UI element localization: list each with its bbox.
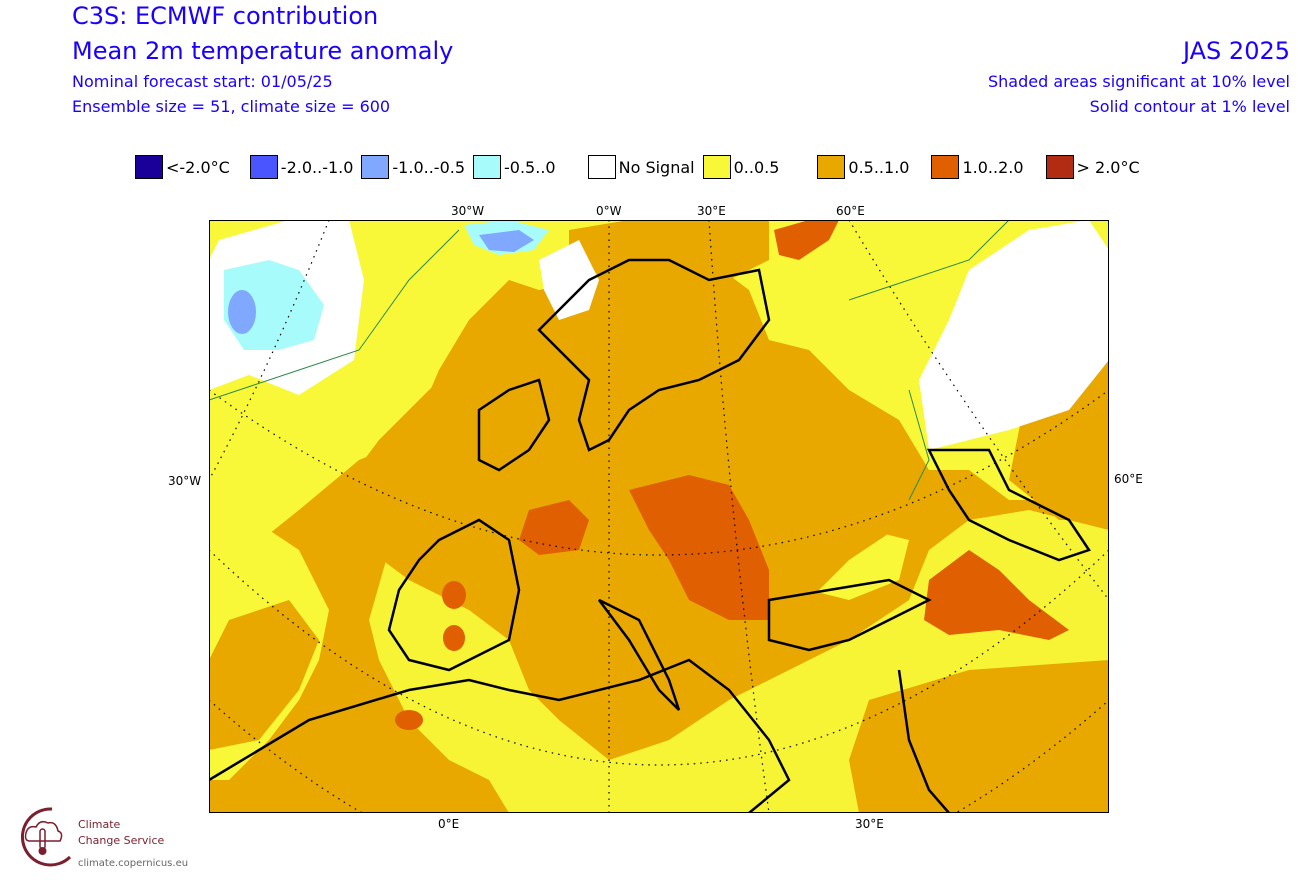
legend-item: 0.5..1.0 — [817, 155, 909, 179]
ensemble-size: Ensemble size = 51, climate size = 600 — [72, 97, 391, 116]
no-signal-regions — [209, 220, 1109, 450]
legend-item: 1.0..2.0 — [931, 155, 1024, 179]
lat-label-left: 30°W — [168, 474, 202, 488]
legend-label: 0..0.5 — [733, 157, 780, 177]
legend-label: 0.5..1.0 — [848, 157, 910, 177]
forecast-start: Nominal forecast start: 01/05/25 — [72, 72, 333, 91]
anomaly-map — [209, 220, 1109, 813]
coastlines — [209, 258, 1091, 813]
period: JAS 2025 — [1182, 37, 1290, 65]
graticule — [209, 220, 1109, 813]
lon-label-top: 60°E — [836, 204, 865, 218]
legend-label: > 2.0°C — [1076, 157, 1140, 177]
contour-note: Solid contour at 1% level — [1089, 97, 1290, 116]
legend-item: No Signal — [587, 155, 695, 179]
lon-label-top: 30°E — [697, 204, 726, 218]
legend-label: No Signal — [618, 157, 695, 177]
lon-label-top: 30°W — [451, 204, 485, 218]
legend: <-2.0°C -2.0..-1.0 -1.0..-0.5 -0.5..0 No… — [135, 155, 1148, 179]
legend-swatch — [817, 155, 846, 179]
logo-line1: Climate — [78, 818, 121, 831]
legend-swatch — [473, 155, 502, 179]
legend-swatch — [702, 155, 731, 179]
legend-swatch — [931, 155, 960, 179]
logo-line2: Change Service — [78, 834, 165, 847]
legend-label: -0.5..0 — [504, 157, 556, 177]
legend-label: <-2.0°C — [166, 157, 230, 177]
legend-item: 0..0.5 — [702, 155, 780, 179]
legend-label: 1.0..2.0 — [962, 157, 1024, 177]
legend-swatch — [135, 155, 163, 179]
lat-label-right: 60°E — [1114, 472, 1143, 486]
legend-label: -2.0..-1.0 — [280, 157, 354, 177]
lon-label-bottom: 30°E — [855, 817, 884, 831]
legend-swatch — [1045, 155, 1074, 179]
legend-item: -1.0..-0.5 — [361, 155, 465, 179]
lon-label-top: 0°W — [596, 204, 622, 218]
legend-label: -1.0..-0.5 — [392, 157, 466, 177]
legend-item: <-2.0°C — [135, 155, 230, 179]
shaded-note: Shaded areas significant at 10% level — [987, 72, 1290, 91]
significance-contours — [209, 220, 1010, 501]
chart-subtitle: Mean 2m temperature anomaly — [72, 37, 454, 65]
map-frame — [209, 220, 1109, 813]
legend-swatch — [361, 155, 390, 179]
copernicus-logo: Climate Change Service climate.copernicu… — [12, 805, 212, 881]
legend-swatch — [587, 155, 616, 179]
chart-title: C3S: ECMWF contribution — [72, 2, 379, 30]
legend-item: -2.0..-1.0 — [249, 155, 354, 179]
dark-orange-regions — [395, 220, 1069, 730]
lon-label-bottom: 0°E — [438, 817, 460, 831]
legend-item: > 2.0°C — [1045, 155, 1140, 179]
climate-thermometer-icon — [20, 807, 72, 867]
cool-regions — [224, 220, 549, 350]
legend-swatch — [249, 155, 278, 179]
logo-url: climate.copernicus.eu — [78, 858, 189, 869]
legend-item: -0.5..0 — [473, 155, 556, 179]
